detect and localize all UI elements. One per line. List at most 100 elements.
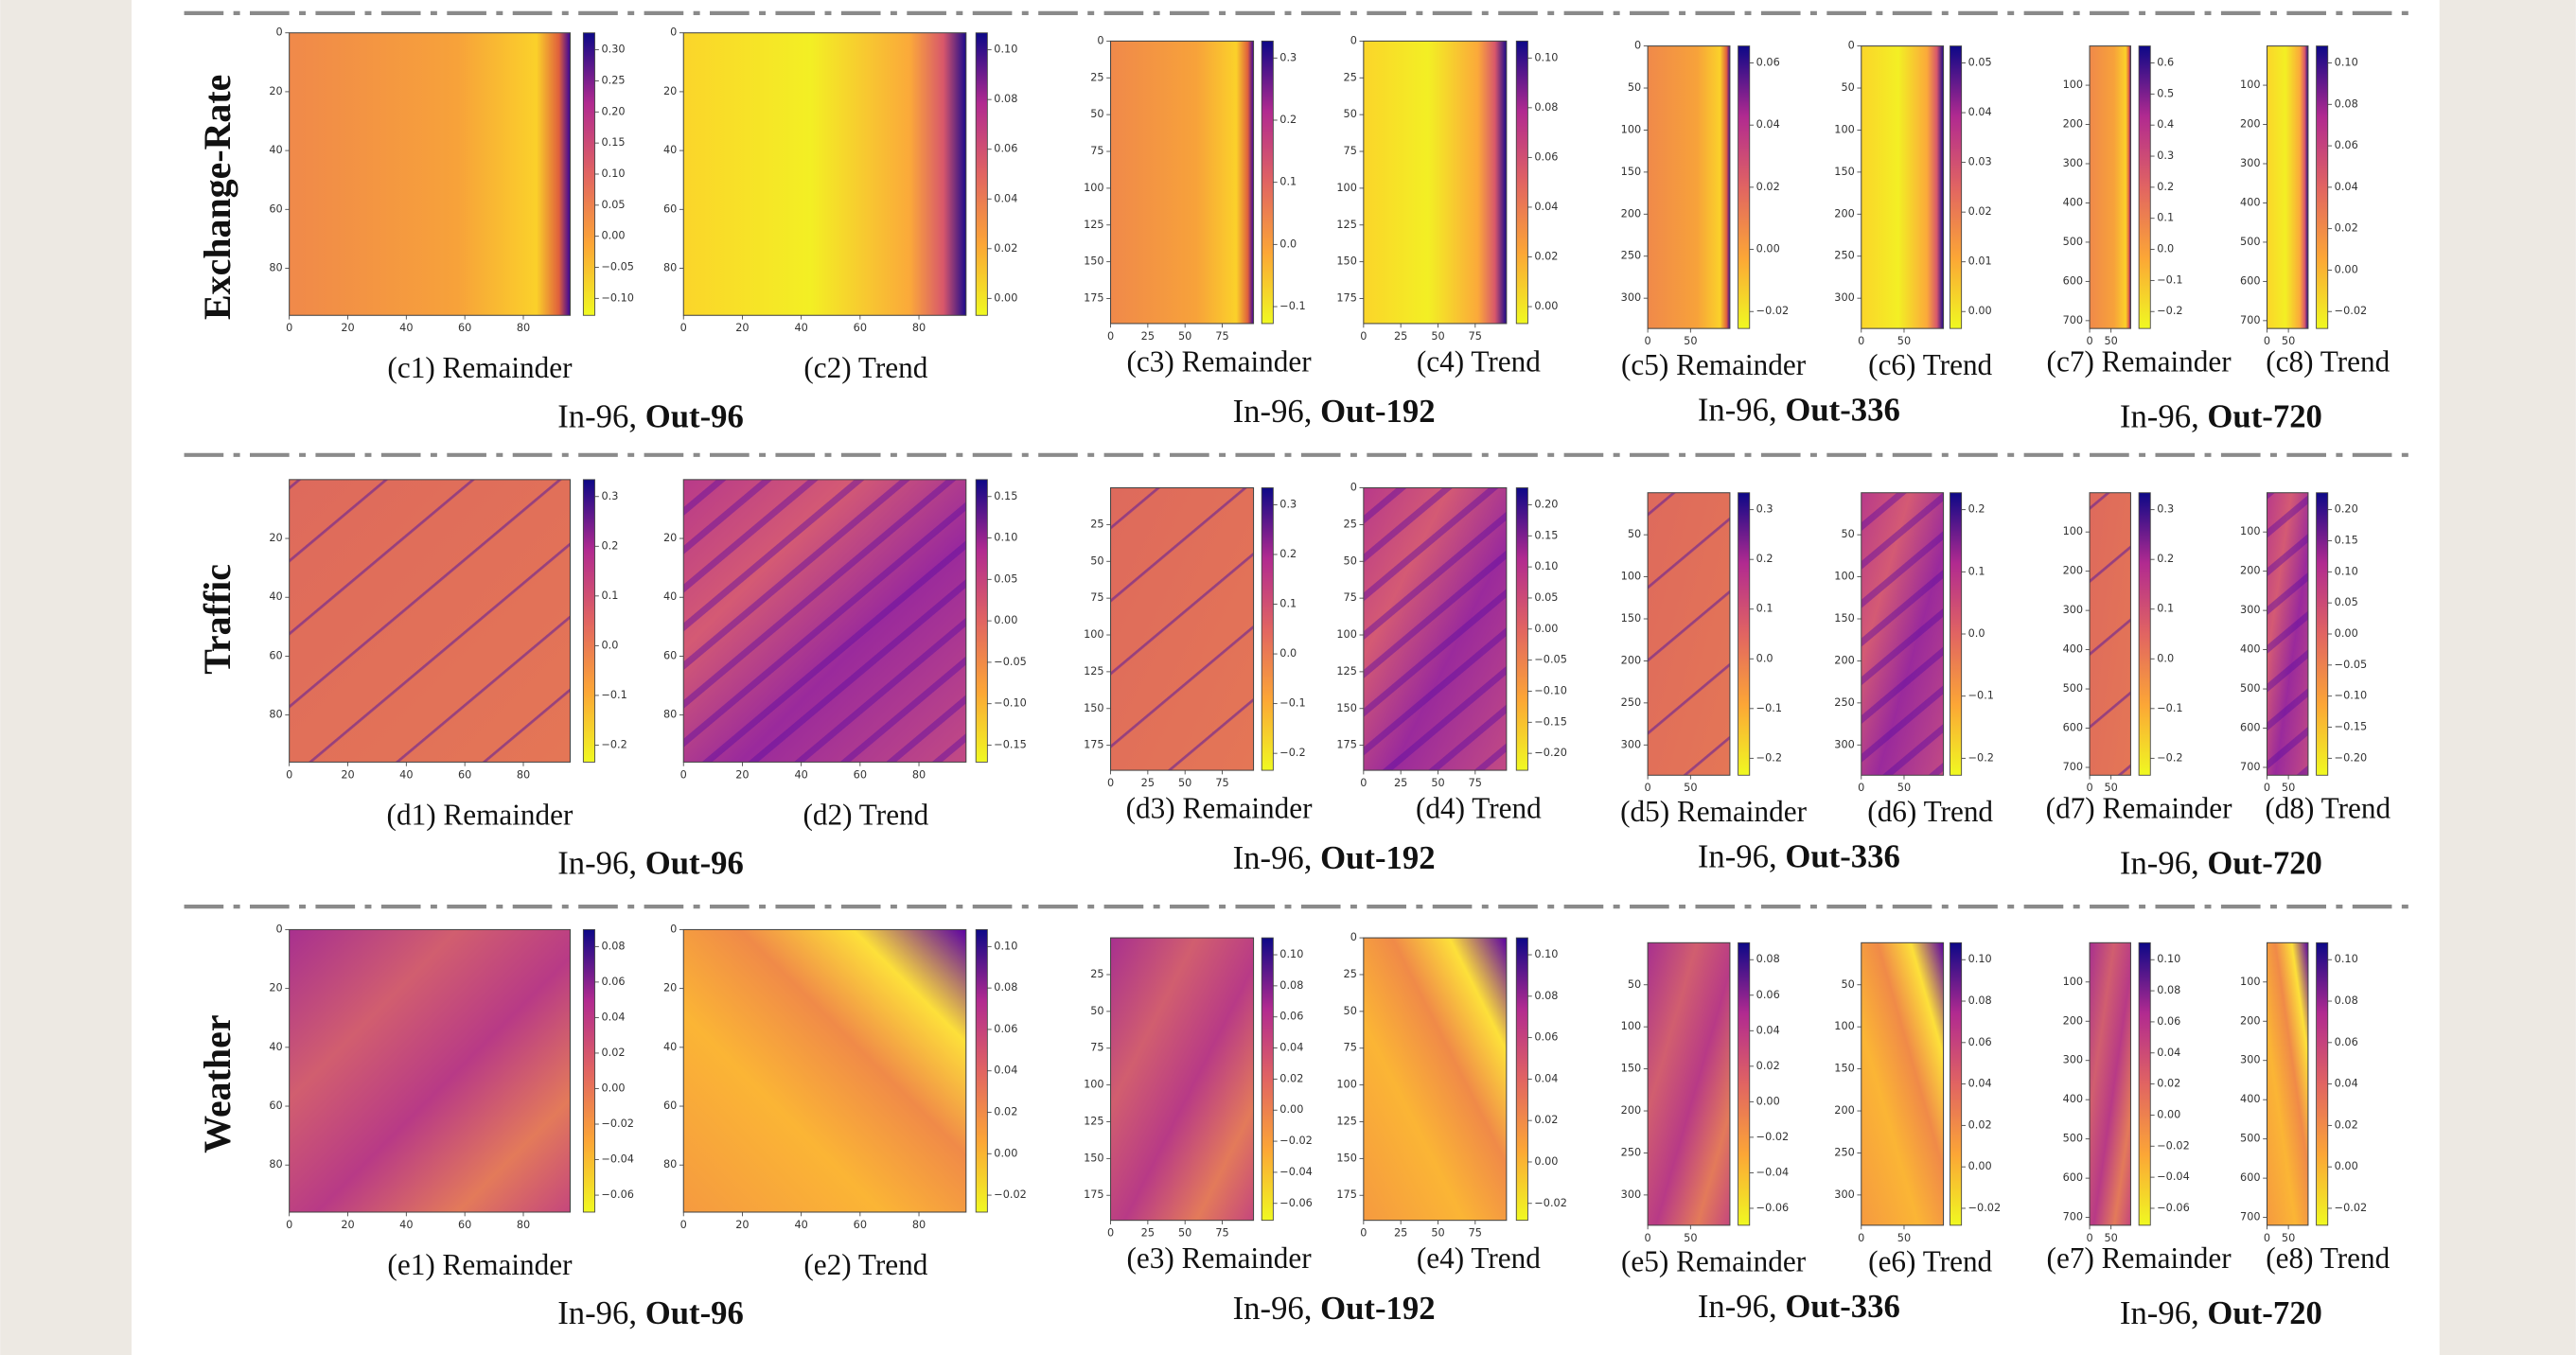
colorbar-tick-label: −0.2 (2157, 305, 2182, 317)
setting: In-96, (2120, 1294, 2199, 1331)
heatmap-frame (2089, 941, 2131, 1226)
y-tick-label: 40 (269, 1041, 282, 1053)
y-tick-label: 150 (1336, 1152, 1357, 1164)
group-label: In-96, Out-96 (557, 1294, 744, 1331)
y-tick-label: 200 (2240, 565, 2261, 577)
x-tick-label: 0 (1360, 777, 1367, 789)
y-tick-label: 80 (269, 1158, 282, 1170)
heatmap (289, 929, 571, 1212)
colorbar-tick-label: 0.04 (2335, 181, 2358, 193)
colorbar (2138, 941, 2151, 1226)
x-tick-label: 50 (1684, 782, 1697, 794)
colorbar-tick-label: 0.00 (1756, 1095, 1780, 1107)
x-tick-label: 25 (1394, 330, 1407, 343)
horizon: Out-96 (645, 844, 744, 881)
colorbar-tick-label: 0.04 (2157, 1047, 2180, 1059)
colorbar-tick-label: 0.04 (994, 1065, 1017, 1077)
colorbar (1738, 45, 1751, 329)
colorbar-tick-label: −0.05 (2335, 659, 2368, 671)
y-tick-label: 600 (2240, 274, 2261, 287)
y-tick-label: 20 (663, 85, 677, 97)
heatmap-frame (2089, 492, 2131, 776)
panel-caption: (e5) Remainder (1621, 1244, 1807, 1277)
panel-caption: (e2) Trend (803, 1248, 927, 1281)
colorbar-tick-label: 0.0 (2157, 652, 2174, 664)
y-tick-label: 100 (1621, 571, 1642, 583)
heatmap-frame (289, 32, 571, 316)
colorbar-tick-label: 0.06 (601, 976, 625, 988)
colorbar-tick-label: 0.3 (1756, 503, 1773, 516)
group-label: In-96, Out-336 (1698, 1288, 1900, 1325)
setting: In-96, (2120, 844, 2199, 881)
colorbar-tick-label: 0.20 (1534, 498, 1558, 510)
y-tick-label: 0 (1097, 34, 1103, 46)
colorbar-tick-label: −0.15 (1534, 715, 1567, 728)
colorbar-tick-label: 0.06 (1756, 57, 1780, 69)
group-label: In-96, Out-720 (2120, 844, 2322, 881)
colorbar-tick-label: 0.00 (2335, 627, 2358, 640)
colorbar-tick-label: −0.1 (601, 689, 626, 701)
y-tick-label: 50 (1841, 978, 1854, 991)
y-tick-label: 250 (1834, 696, 1855, 709)
y-tick-label: 200 (1621, 207, 1642, 220)
colorbar (1738, 492, 1751, 776)
y-tick-label: 500 (2063, 682, 2084, 695)
x-tick-label: 50 (2282, 335, 2295, 347)
y-tick-label: 600 (2063, 274, 2084, 287)
y-tick-label: 175 (1336, 292, 1357, 305)
y-tick-label: 250 (1621, 696, 1642, 709)
panel-caption: (e3) Remainder (1127, 1241, 1313, 1275)
panel-caption: (c1) Remainder (387, 351, 573, 384)
panel-caption: (c7) Remainder (2047, 344, 2232, 378)
colorbar-tick-label: 0.02 (601, 1047, 625, 1059)
heatmap-frame (2266, 492, 2309, 776)
y-tick-label: 50 (1841, 81, 1854, 94)
colorbar (582, 32, 595, 316)
y-tick-label: 80 (663, 1158, 677, 1170)
colorbar-tick-label: −0.1 (2157, 702, 2182, 714)
x-tick-label: 80 (912, 322, 926, 334)
colorbar-tick-label: 0.2 (1279, 114, 1297, 126)
colorbar-tick-label: 0.00 (994, 614, 1017, 626)
colorbar (975, 479, 988, 763)
y-tick-label: 500 (2063, 236, 2084, 248)
colorbar (2138, 492, 2151, 776)
y-tick-label: 25 (1090, 968, 1103, 980)
colorbar-tick-label: 0.04 (1756, 118, 1780, 131)
x-tick-label: 0 (1645, 782, 1651, 794)
x-tick-label: 20 (735, 322, 749, 334)
heatmap (1648, 942, 1730, 1225)
y-tick-label: 25 (1090, 71, 1103, 83)
colorbar-tick-label: −0.15 (994, 738, 1027, 750)
y-tick-label: 20 (663, 532, 677, 544)
colorbar-tick-label: 0.02 (1756, 181, 1780, 193)
y-tick-label: 75 (1090, 1042, 1103, 1054)
heatmap-frame (1647, 941, 1731, 1226)
panel-caption: (e6) Trend (1868, 1244, 1992, 1277)
x-tick-label: 75 (1215, 777, 1228, 789)
x-tick-label: 50 (2104, 335, 2117, 347)
heatmap-frame (1861, 941, 1945, 1226)
y-tick-label: 80 (663, 709, 677, 721)
y-tick-label: 400 (2240, 1093, 2261, 1105)
heatmap (2090, 942, 2131, 1225)
colorbar-tick-label: −0.15 (2335, 721, 2368, 733)
y-tick-label: 150 (1621, 1063, 1642, 1075)
heatmap-texture (2090, 492, 2131, 776)
y-tick-label: 60 (269, 1100, 282, 1112)
y-tick-label: 100 (1621, 1020, 1642, 1032)
y-tick-label: 250 (1621, 1146, 1642, 1158)
y-tick-label: 20 (663, 982, 677, 994)
colorbar-tick-label: 0.0 (1279, 647, 1297, 660)
y-tick-label: 100 (2063, 976, 2084, 988)
y-tick-label: 50 (1841, 528, 1854, 540)
x-tick-label: 0 (2264, 782, 2270, 794)
panel-caption: (d5) Remainder (1620, 795, 1807, 828)
heatmap (2090, 45, 2131, 329)
y-tick-label: 0 (1634, 40, 1641, 52)
x-tick-label: 0 (1858, 1232, 1864, 1244)
panel-caption: (c3) Remainder (1127, 344, 1313, 378)
x-tick-label: 0 (680, 768, 687, 781)
colorbar-tick-label: 0.00 (601, 230, 625, 242)
group-label: In-96, Out-192 (1233, 1290, 1436, 1327)
